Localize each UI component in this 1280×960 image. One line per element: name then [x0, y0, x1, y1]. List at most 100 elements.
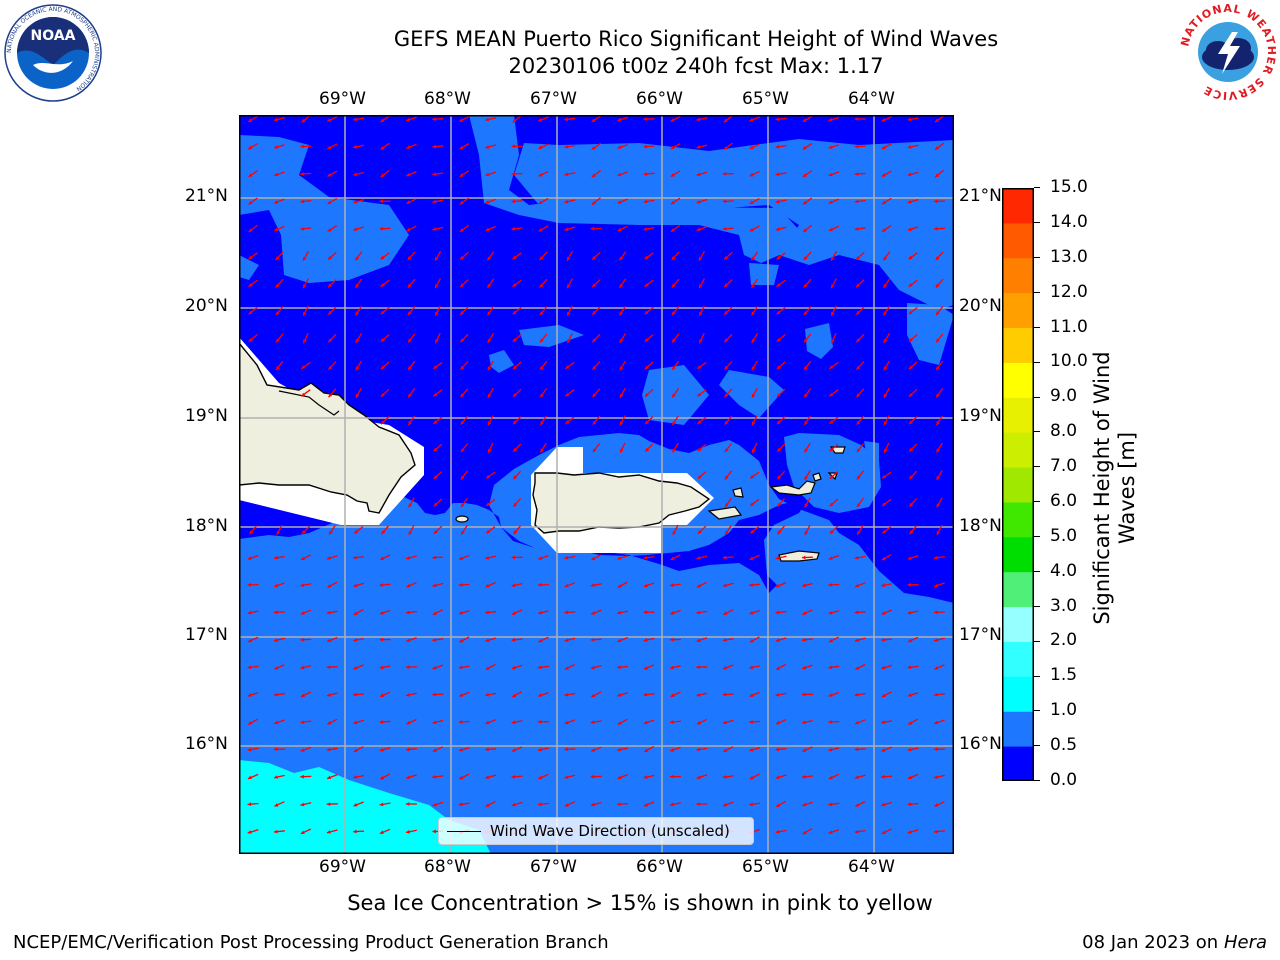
wind-arrow-head: [513, 502, 518, 507]
wind-arrow-head: [300, 693, 305, 697]
wind-arrow-head: [432, 199, 437, 204]
wind-arrow-head: [565, 365, 570, 369]
colorbar-segment: [1002, 397, 1034, 433]
wind-arrow-head: [856, 475, 861, 480]
wind-arrow-head: [592, 255, 596, 260]
wind-arrow-head: [328, 255, 332, 260]
colorbar-tick-label: 7.0: [1050, 456, 1078, 477]
wind-arrow-head: [459, 118, 464, 122]
wind-arrow-head: [355, 338, 360, 343]
wind-arrow-head: [274, 583, 279, 588]
wind-arrow-head: [828, 583, 832, 587]
colorbar-tick-mark: [1034, 291, 1040, 293]
wind-arrow-head: [564, 747, 568, 752]
wind-arrow-head: [248, 283, 253, 287]
wind-arrow-head: [300, 556, 305, 560]
colorbar-tick-mark: [1034, 536, 1040, 538]
wind-arrow-head: [485, 145, 490, 149]
wind-arrow-head: [564, 555, 569, 560]
colorbar-tick-mark: [1034, 257, 1040, 258]
wind-arrow-head: [751, 283, 755, 288]
legend-box: Wind Wave Direction (unscaled): [438, 817, 754, 845]
wind-arrow-head: [590, 720, 595, 724]
wind-arrow-head: [936, 393, 940, 398]
wind-arrow-head: [353, 638, 357, 642]
wind-arrow-head: [804, 393, 808, 398]
wind-arrow-head: [801, 774, 806, 779]
wind-arrow-head: [829, 447, 834, 452]
wind-arrow-head: [458, 747, 463, 752]
wind-arrow-head: [355, 366, 360, 371]
wind-arrow-head: [777, 475, 782, 480]
wind-arrow-head: [881, 145, 886, 149]
lon-label-top-65W: 65°W: [742, 89, 789, 109]
wind-arrow-head: [405, 747, 410, 752]
wind-arrow-head: [645, 393, 649, 397]
nws-logo: NATIONAL WEATHER SERVICE: [1178, 2, 1277, 102]
wind-arrow-head: [644, 283, 649, 287]
wind-arrow-head: [775, 556, 780, 560]
wind-arrow-head: [592, 283, 597, 288]
wind-arrow-head: [460, 310, 465, 315]
wind-arrow-head: [273, 692, 278, 697]
wind-arrow-head: [909, 447, 913, 452]
wind-arrow-head: [380, 310, 385, 315]
wind-arrow-head: [300, 637, 304, 642]
wind-arrow-head: [405, 802, 410, 806]
wind-arrow-head: [828, 802, 833, 807]
wind-arrow-head: [829, 475, 834, 479]
wind-arrow-head: [776, 255, 781, 260]
wind-arrow-head: [670, 145, 675, 150]
wind-arrow-head: [353, 692, 357, 697]
wind-arrow-head: [406, 556, 410, 560]
wind-arrow-head: [723, 665, 728, 670]
wind-arrow-head: [909, 530, 914, 535]
st-croix-island: [778, 550, 820, 562]
wind-arrow-head: [776, 310, 781, 315]
wind-arrow-head: [643, 720, 648, 725]
wind-arrow-head: [485, 200, 490, 204]
wind-arrow-head: [540, 448, 544, 453]
colorbar-tick-label: 3.0: [1050, 595, 1078, 616]
wind-arrow-head: [300, 665, 305, 670]
lat-label-right-17N: 17°N: [959, 625, 1002, 645]
wind-arrow-head: [722, 692, 727, 697]
wind-arrow-head: [353, 117, 357, 122]
wind-arrow-head: [854, 555, 859, 560]
wind-arrow-head: [908, 638, 912, 643]
wind-arrow-head: [935, 173, 940, 178]
wind-arrow-head: [881, 556, 886, 561]
wind-arrow-head: [406, 583, 411, 588]
wind-arrow-head: [459, 145, 464, 150]
wind-arrow-head: [538, 693, 543, 697]
wind-arrow-head: [884, 421, 888, 426]
wind-arrow-head: [512, 338, 517, 342]
colorbar-tick-label: 0.0: [1050, 770, 1078, 790]
colorbar-tick-label: 4.0: [1050, 560, 1078, 581]
wind-arrow-head: [538, 118, 543, 122]
wind-arrow-head: [619, 283, 623, 288]
wind-arrow-head: [671, 256, 676, 261]
wind-arrow-head: [485, 747, 489, 752]
wind-arrow-head: [643, 803, 648, 807]
wind-arrow-head: [327, 200, 332, 204]
colorbar-tick-mark: [1034, 396, 1040, 398]
wind-arrow-head: [537, 802, 542, 807]
wind-arrow-head: [567, 284, 571, 289]
wind-arrow-head: [303, 311, 307, 316]
wind-arrow-head: [645, 420, 649, 425]
wind-arrow-head: [379, 665, 384, 670]
wind-arrow-head: [435, 284, 439, 289]
colorbar-segment: [1002, 467, 1034, 503]
wind-arrow-head: [379, 637, 383, 642]
wind-arrow-head: [590, 802, 595, 807]
wind-arrow-head: [854, 199, 859, 204]
wind-arrow-head: [696, 172, 701, 177]
wind-arrow-head: [856, 310, 861, 315]
wind-arrow-head: [828, 227, 833, 232]
colorbar-tick-label: 15.0: [1050, 177, 1088, 197]
wind-arrow-head: [329, 530, 333, 535]
wind-arrow-head: [775, 638, 780, 642]
wind-arrow-head: [459, 693, 463, 697]
wind-arrow-head: [855, 803, 860, 807]
